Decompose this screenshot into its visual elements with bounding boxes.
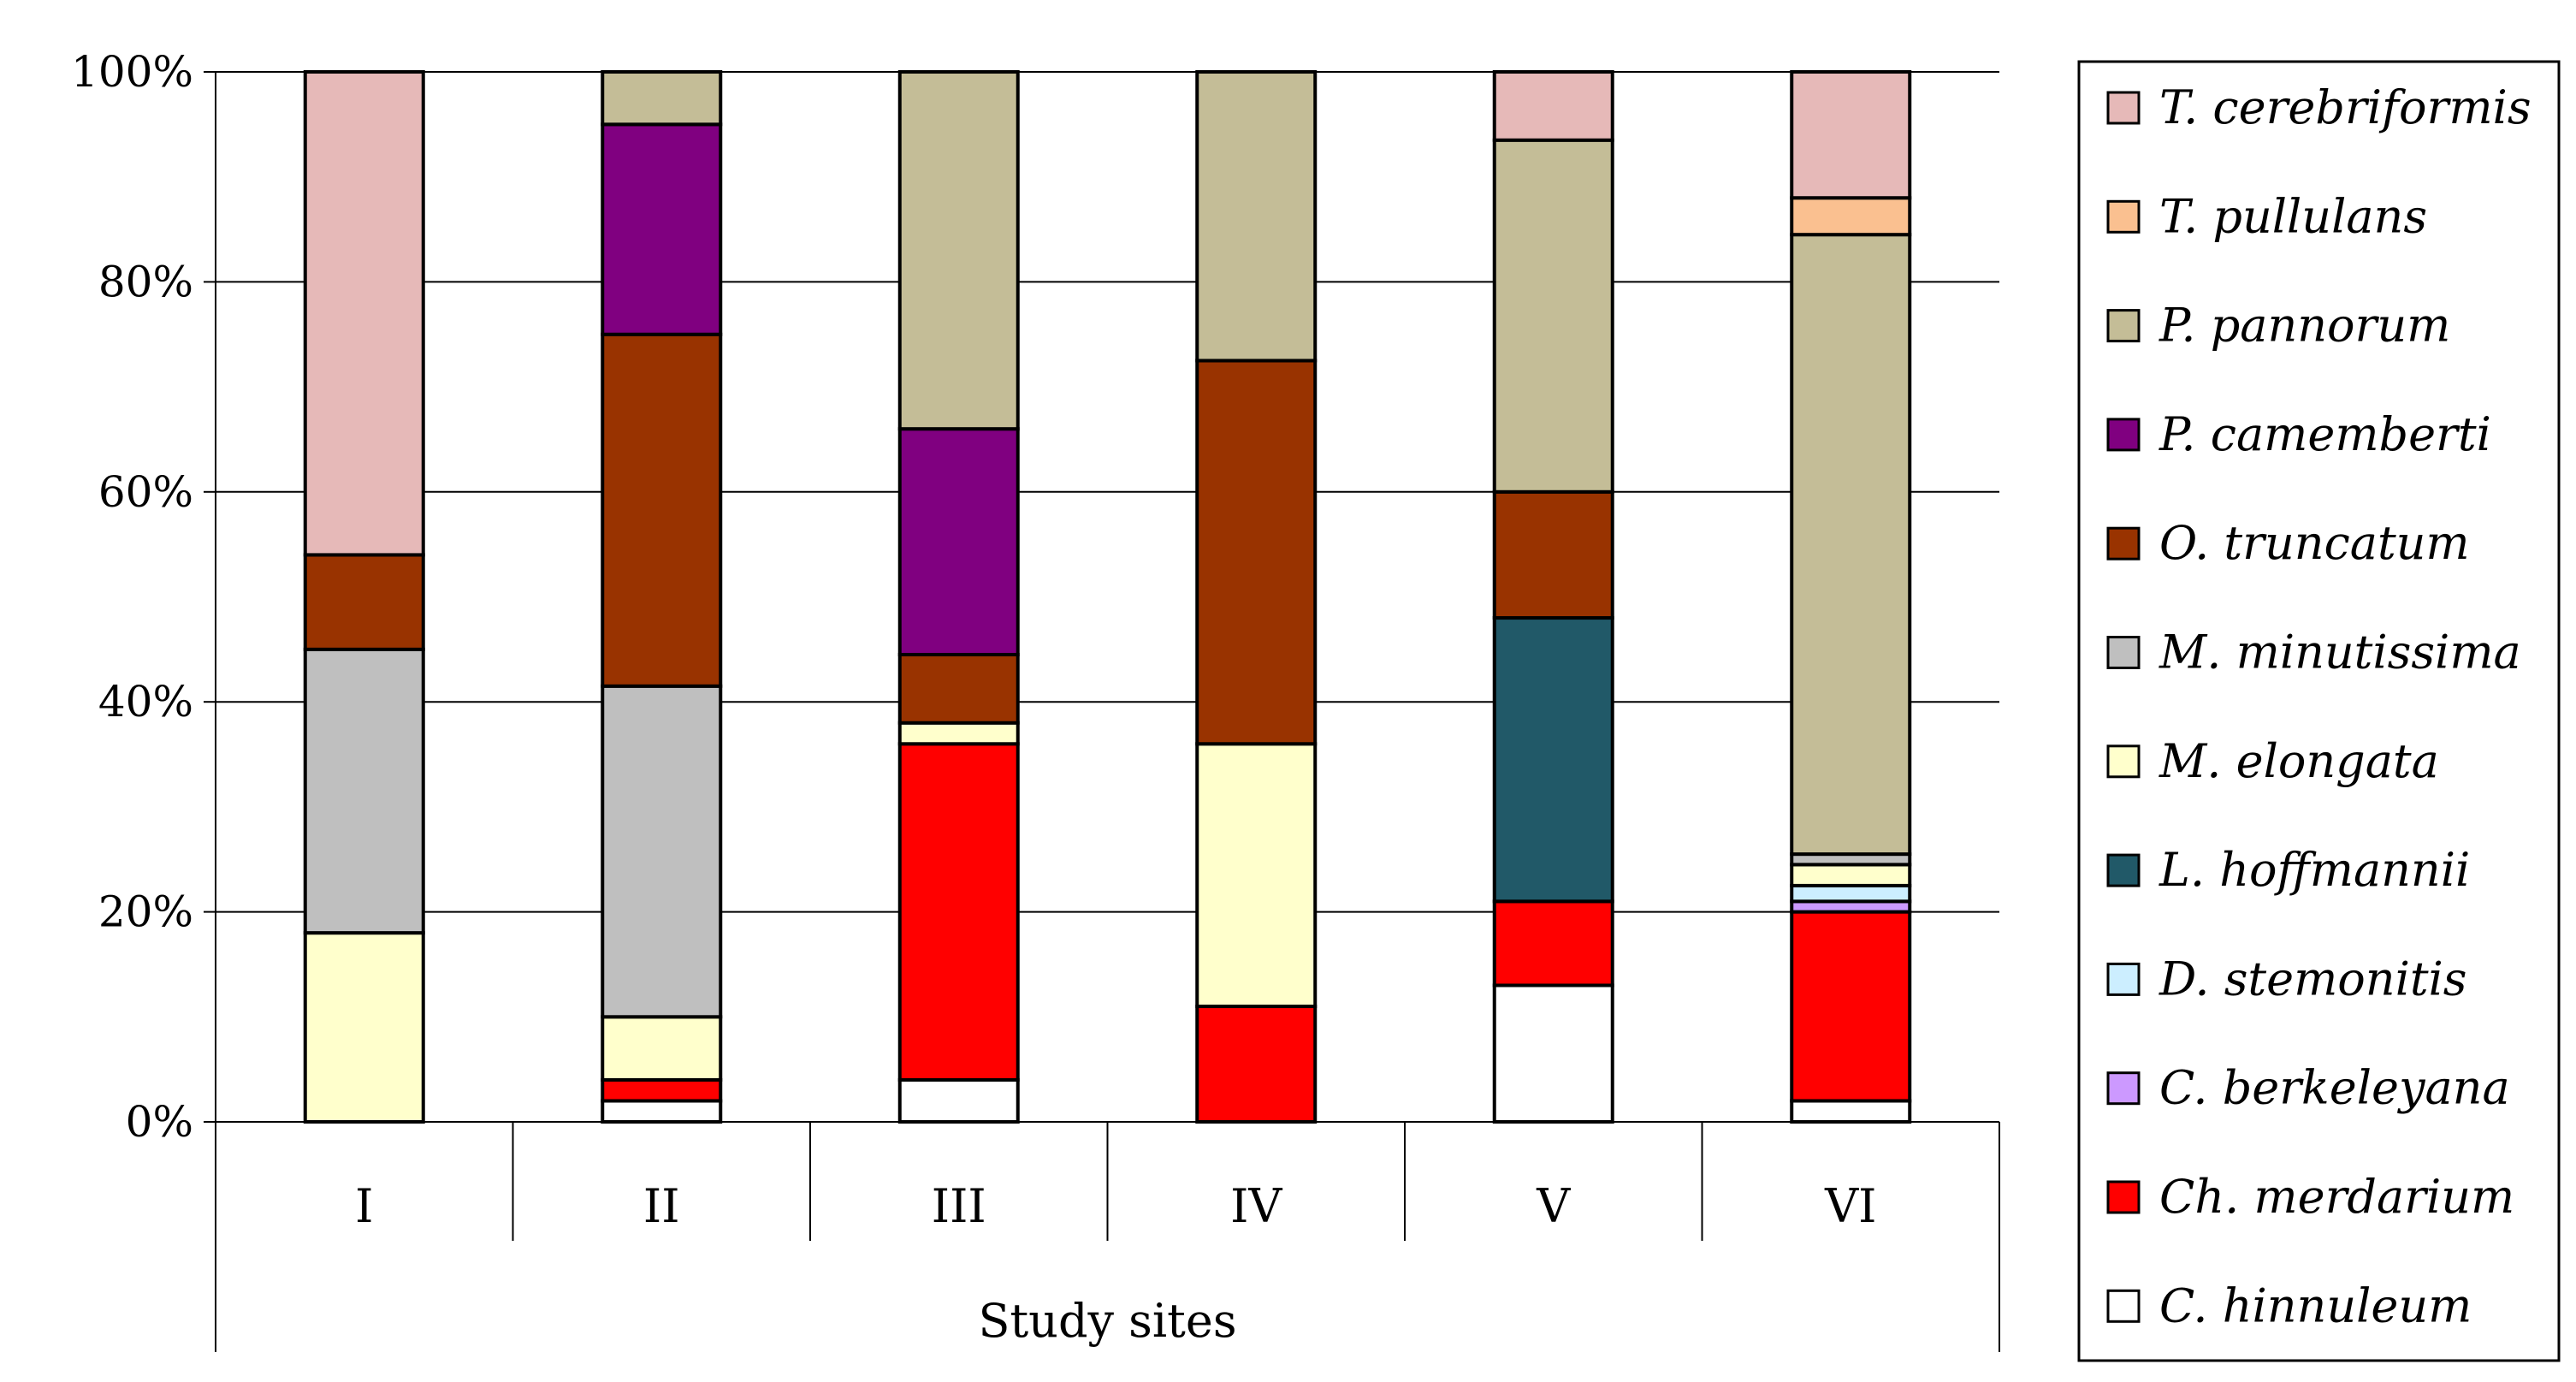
bar-segment xyxy=(1790,863,1912,887)
x-axis-labels: I II III IV V VI xyxy=(355,1179,1876,1233)
x-tick-label: VI xyxy=(1824,1179,1876,1233)
x-tick-label: II xyxy=(643,1179,680,1233)
x-tick-label: IV xyxy=(1230,1179,1282,1233)
legend-label: M. minutissima xyxy=(2159,626,2521,679)
bar-segment xyxy=(1492,138,1614,494)
y-tick-label: 0% xyxy=(126,1097,193,1147)
legend-label: P. pannorum xyxy=(2159,299,2450,353)
legend-swatch xyxy=(2106,418,2141,452)
bar-segment xyxy=(303,647,425,935)
legend-box xyxy=(2077,60,2561,1362)
bar-segment xyxy=(897,1077,1020,1124)
bar-segment xyxy=(1195,359,1318,746)
legend-label: O. truncatum xyxy=(2159,516,2470,570)
bars xyxy=(303,70,1912,1124)
x-tick-label: V xyxy=(1536,1179,1571,1233)
x-tick-label: III xyxy=(932,1179,986,1233)
legend-label: D. stemonitis xyxy=(2159,952,2467,1005)
bar-segment xyxy=(303,931,425,1124)
bar-segment xyxy=(303,553,425,651)
legend-item: C. hinnuleum xyxy=(2106,1278,2472,1332)
legend-item: C. berkeleyana xyxy=(2106,1061,2510,1115)
bar-segment xyxy=(897,427,1020,656)
legend-swatch xyxy=(2106,636,2141,669)
legend-swatch xyxy=(2106,309,2141,343)
legend-swatch xyxy=(2106,1180,2141,1214)
bar-segment xyxy=(897,721,1020,746)
y-tick-label: 20% xyxy=(98,887,193,937)
bar-segment xyxy=(601,332,723,688)
legend-item: M. minutissima xyxy=(2106,626,2521,679)
bar-segment xyxy=(1790,883,1912,904)
legend-label: T. pullulans xyxy=(2159,189,2427,243)
bar-segment xyxy=(601,122,723,336)
bar-segment xyxy=(1195,1005,1318,1124)
y-tick-label: 100% xyxy=(71,47,193,97)
bar-segment xyxy=(1492,616,1614,904)
legend-item: P. pannorum xyxy=(2106,299,2450,353)
y-tick-label: 80% xyxy=(98,257,193,306)
bar-segment xyxy=(1790,196,1912,237)
legend-item: M. elongata xyxy=(2106,734,2439,788)
bar-segment xyxy=(1790,233,1912,857)
gridlines xyxy=(216,71,1999,1123)
y-tick-label: 40% xyxy=(98,677,193,727)
legend-label: P. camemberti xyxy=(2159,407,2491,461)
bar-segment xyxy=(601,1015,723,1082)
y-axis-ticks: 0% 20% 40% 60% 80% 100% xyxy=(71,47,216,1147)
legend-swatch xyxy=(2106,744,2141,779)
y-tick-label: 60% xyxy=(98,467,193,517)
legend-label: Ch. merdarium xyxy=(2159,1170,2514,1224)
x-axis-title: Study sites xyxy=(978,1294,1236,1348)
legend-swatch xyxy=(2106,199,2141,234)
bar-segment xyxy=(601,1099,723,1124)
bar-segment xyxy=(897,742,1020,1082)
legend-item: Ch. merdarium xyxy=(2106,1170,2514,1224)
legend-item: P. camemberti xyxy=(2106,407,2491,461)
legend-item: D. stemonitis xyxy=(2106,952,2467,1005)
bar-segment xyxy=(601,684,723,1019)
bar-segment xyxy=(601,1077,723,1103)
bar-segment xyxy=(1492,489,1614,620)
bar-segment xyxy=(1790,1099,1912,1124)
bar-segment xyxy=(1790,70,1912,200)
legend-item: O. truncatum xyxy=(2106,516,2470,570)
bar-segment xyxy=(601,70,723,127)
legend-swatch xyxy=(2106,91,2141,125)
legend-item: T. pullulans xyxy=(2106,189,2427,243)
legend-swatch xyxy=(2106,853,2141,887)
legend-swatch xyxy=(2106,526,2141,561)
legend-label: C. hinnuleum xyxy=(2159,1278,2472,1332)
legend-label: M. elongata xyxy=(2159,734,2439,788)
legend-swatch xyxy=(2106,1289,2141,1323)
legend-label: L. hoffmannii xyxy=(2159,843,2470,897)
legend-swatch xyxy=(2106,962,2141,996)
legend-swatch xyxy=(2106,1071,2141,1106)
bar-segment xyxy=(1492,983,1614,1124)
bar-segment xyxy=(1790,910,1912,1103)
legend-label: C. berkeleyana xyxy=(2159,1061,2510,1115)
axes xyxy=(215,72,2000,1352)
bar-segment xyxy=(897,70,1020,431)
legend-label: T. cerebriformis xyxy=(2159,80,2532,134)
legend-item: L. hoffmannii xyxy=(2106,843,2470,897)
bar-segment xyxy=(1492,899,1614,988)
legend: T. cerebriformis T. pullulans P. pannorum P… xyxy=(2077,60,2561,1362)
bar-segment xyxy=(897,652,1020,725)
bar-segment xyxy=(1195,70,1318,363)
legend-item: T. cerebriformis xyxy=(2106,80,2532,134)
bar-segment xyxy=(1492,70,1614,142)
bar-segment xyxy=(303,70,425,557)
x-tick-label: I xyxy=(355,1179,373,1233)
bar-segment xyxy=(1195,742,1318,1009)
